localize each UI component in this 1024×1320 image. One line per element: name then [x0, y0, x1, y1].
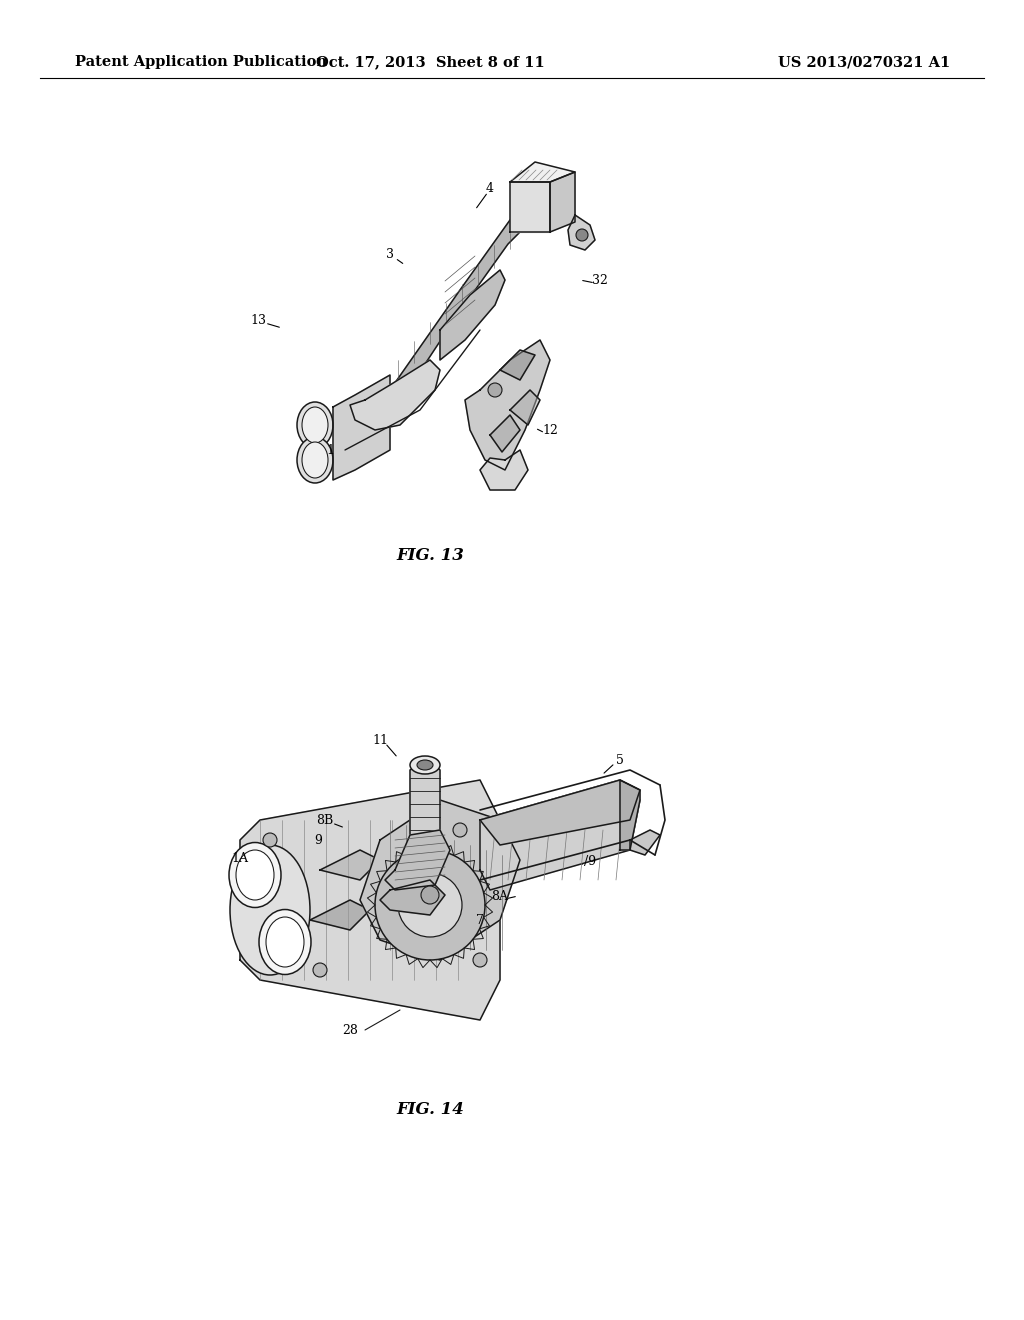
Ellipse shape — [266, 917, 304, 968]
Polygon shape — [620, 780, 640, 850]
Text: 4: 4 — [486, 181, 494, 194]
Circle shape — [313, 964, 327, 977]
Text: 7: 7 — [476, 913, 484, 927]
Circle shape — [398, 873, 462, 937]
Polygon shape — [465, 341, 550, 470]
Circle shape — [453, 822, 467, 837]
Text: 8A: 8A — [492, 890, 509, 903]
Polygon shape — [333, 375, 390, 480]
Ellipse shape — [297, 437, 333, 483]
Circle shape — [375, 850, 485, 960]
Circle shape — [575, 228, 588, 242]
Ellipse shape — [410, 756, 440, 774]
Text: FIG. 13: FIG. 13 — [396, 546, 464, 564]
Text: /9: /9 — [584, 855, 596, 869]
Polygon shape — [319, 850, 380, 880]
Polygon shape — [380, 880, 445, 915]
Polygon shape — [480, 780, 640, 890]
Text: 1: 1 — [326, 444, 334, 457]
Text: 12: 12 — [542, 424, 558, 437]
Text: 13: 13 — [250, 314, 266, 326]
Text: Oct. 17, 2013  Sheet 8 of 11: Oct. 17, 2013 Sheet 8 of 11 — [315, 55, 545, 69]
Polygon shape — [385, 830, 450, 890]
Text: 9: 9 — [314, 833, 322, 846]
Polygon shape — [630, 830, 660, 855]
Text: FIG. 14: FIG. 14 — [396, 1101, 464, 1118]
Text: Patent Application Publication: Patent Application Publication — [75, 55, 327, 69]
Text: 1A: 1A — [231, 851, 249, 865]
Polygon shape — [480, 450, 528, 490]
Polygon shape — [500, 350, 535, 380]
Polygon shape — [510, 389, 540, 425]
Ellipse shape — [417, 760, 433, 770]
Circle shape — [421, 886, 439, 904]
Ellipse shape — [259, 909, 311, 974]
Polygon shape — [510, 182, 550, 232]
Polygon shape — [490, 414, 520, 451]
Ellipse shape — [297, 403, 333, 447]
Polygon shape — [360, 800, 520, 960]
Text: 11: 11 — [372, 734, 388, 747]
Polygon shape — [510, 162, 575, 182]
Polygon shape — [240, 780, 500, 1020]
Text: US 2013/0270321 A1: US 2013/0270321 A1 — [778, 55, 950, 69]
Circle shape — [473, 953, 487, 968]
Text: 28: 28 — [342, 1023, 358, 1036]
Ellipse shape — [230, 845, 310, 975]
Text: 5: 5 — [616, 754, 624, 767]
Text: 32: 32 — [592, 273, 608, 286]
Ellipse shape — [302, 407, 328, 444]
Polygon shape — [410, 760, 440, 840]
Ellipse shape — [229, 842, 281, 908]
Circle shape — [263, 833, 278, 847]
Text: 8B: 8B — [316, 813, 334, 826]
Polygon shape — [340, 190, 540, 450]
Ellipse shape — [236, 850, 274, 900]
Polygon shape — [568, 215, 595, 249]
Ellipse shape — [302, 442, 328, 478]
Polygon shape — [440, 271, 505, 360]
Text: 3: 3 — [386, 248, 394, 261]
Polygon shape — [480, 780, 640, 845]
Circle shape — [488, 383, 502, 397]
Polygon shape — [350, 360, 440, 430]
Polygon shape — [310, 900, 370, 931]
Polygon shape — [550, 172, 575, 232]
